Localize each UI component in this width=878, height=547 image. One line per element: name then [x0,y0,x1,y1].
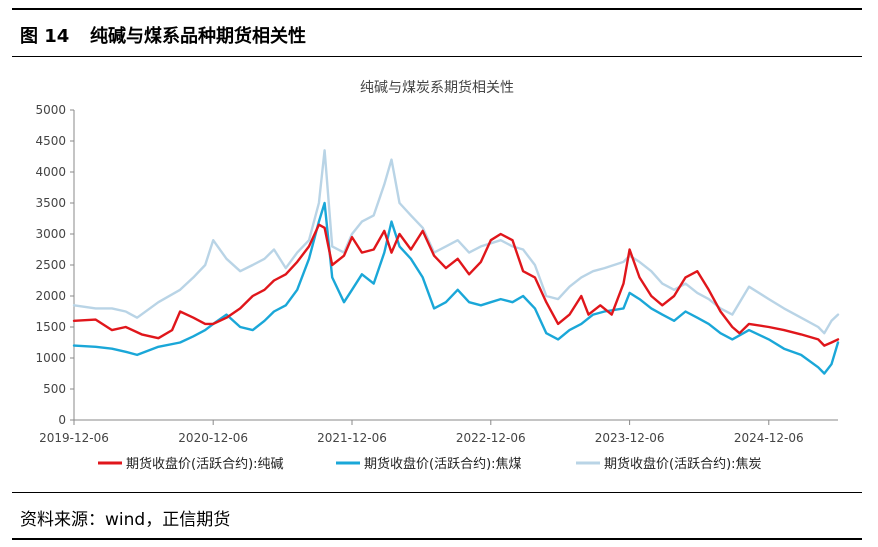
y-tick-label: 1500 [35,320,66,334]
figure-title: 纯碱与煤系品种期货相关性 [90,26,306,47]
y-tick-label: 4500 [35,134,66,148]
legend-label-coking-coal: 期货收盘价(活跃合约):焦煤 [364,456,522,472]
series-line-soda [72,223,840,347]
y-tick-label: 500 [43,382,66,396]
x-tick-label: 2024-12-06 [734,431,804,445]
y-tick-label: 1000 [35,351,66,365]
y-tick-label: 5000 [35,103,66,117]
y-tick-label: 2000 [35,289,66,303]
series-line-coke [72,149,840,335]
y-axis: 0 500 1000 1500 2000 2500 3000 3500 4000 4500 5000 [35,103,75,427]
y-tick-label: 2500 [35,258,66,272]
source-note: 资料来源：wind，正信期货 [20,510,231,530]
line-chart: 纯碱与煤炭系期货相关性 0 500 1000 1500 2000 2500 3000 3500… [35,79,840,472]
bottom-rule [12,538,862,540]
top-rule [12,8,862,10]
y-tick-label: 3000 [35,227,66,241]
x-tick-label: 2023-12-06 [595,431,665,445]
chart-title: 纯碱与煤炭系期货相关性 [360,79,514,96]
y-tick-label: 4000 [35,165,66,179]
y-tick-label: 3500 [35,196,66,210]
legend: 期货收盘价(活跃合约):纯碱 期货收盘价(活跃合约):焦煤 期货收盘价(活跃合约):… [98,456,762,472]
x-tick-label: 2020-12-06 [178,431,248,445]
x-tick-label: 2021-12-06 [317,431,387,445]
legend-label-soda: 期货收盘价(活跃合约):纯碱 [126,456,284,472]
series-line-coking-coal [72,201,840,375]
series-layer [72,149,840,375]
x-tick-label: 2019-12-06 [39,431,109,445]
figure-label: 图 14 [20,26,70,47]
x-axis: 2019-12-06 2020-12-06 2021-12-06 2022-12-06… [39,419,838,445]
source-rule [12,492,862,493]
x-tick-label: 2022-12-06 [456,431,526,445]
title-rule [12,56,862,57]
y-tick-label: 0 [58,413,66,427]
legend-label-coke: 期货收盘价(活跃合约):焦炭 [604,456,762,472]
